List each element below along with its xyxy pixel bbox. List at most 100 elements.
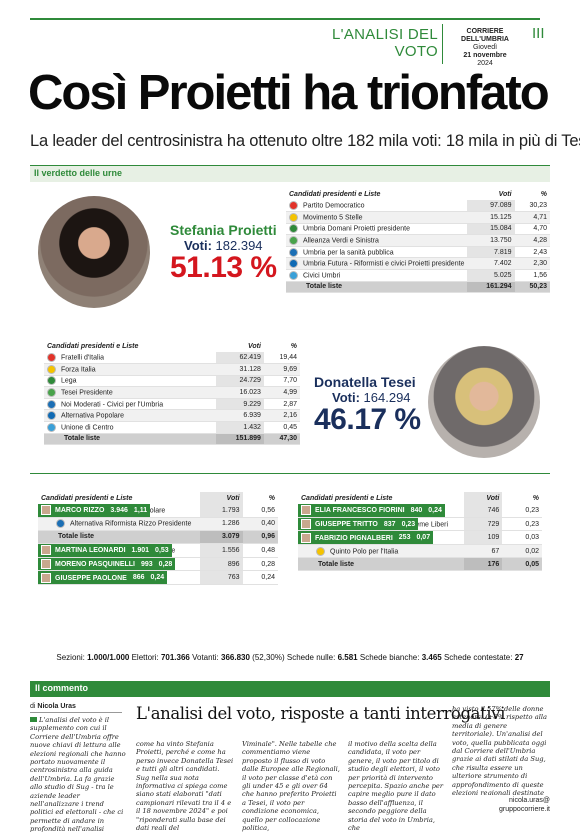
party-pct: 4,71	[514, 211, 550, 224]
verdetto-label: Il verdetto delle urne	[34, 168, 123, 178]
party-pct: 0,45	[263, 421, 300, 434]
row-votes: 896	[200, 557, 243, 572]
table-row: Forza Italia 31.128 9,69	[44, 363, 300, 376]
party-name: Umbria Domani Proietti presidente	[303, 225, 410, 233]
party-name: Civici Umbri	[303, 272, 341, 280]
candidate-photo-icon	[41, 559, 51, 570]
commento-column-1: L'analisi del voto è il supplemento con …	[30, 716, 126, 832]
band-top-rule	[30, 165, 550, 166]
civici-umbri-logo-icon	[289, 270, 298, 280]
total-name: Totale liste	[44, 433, 216, 446]
party-cell: Lega	[44, 375, 216, 388]
candidate-photo-icon	[41, 545, 51, 556]
name-cell: GIUSEPPE TRITTO	[298, 517, 381, 532]
proietti-votes-value: 182.394	[215, 238, 263, 253]
row-pct: 0,05	[502, 557, 542, 572]
stat-elettori: 701.366	[160, 653, 190, 662]
total-name: Totale liste	[286, 281, 468, 294]
party-name: Umbria per la sanità pubblica	[303, 249, 394, 257]
candidate-row: FABRIZIO PIGNALBERI 253 0,07	[298, 531, 434, 546]
party-name: Partito Democratico	[303, 202, 365, 210]
row-name: Totale liste	[318, 560, 355, 568]
candidate-row: GIUSEPPE TRITTO 837 0,23	[298, 517, 419, 532]
row-pct: 0,23	[502, 504, 542, 518]
page-number: III	[532, 25, 545, 42]
party-votes: 15.084	[467, 223, 515, 236]
party-votes: 6.939	[216, 409, 264, 423]
name-cell: ELIA FRANCESCO FIORINI	[298, 504, 408, 518]
candidate-row: MARCO RIZZO 3.946 1,11	[38, 504, 151, 518]
sanita-logo-icon	[289, 247, 298, 257]
row-pct: 0,03	[502, 531, 542, 546]
row-votes: 1.286	[200, 517, 243, 531]
total-pct: 47,30	[263, 433, 300, 446]
total-votes: 161.294	[467, 281, 515, 294]
row-name: MORENO PASQUINELLI	[55, 560, 135, 568]
author-email[interactable]: nicola.uras@ gruppocorriere.it	[452, 796, 550, 814]
row-votes: 3.946	[107, 504, 131, 518]
table-row: Civici Umbri 5.025 1,56	[286, 269, 550, 282]
stat-contestate-label: Schede contestate:	[443, 653, 513, 662]
row-pct: 0,53	[152, 544, 172, 558]
stat-contestate: 27	[514, 653, 524, 662]
candidate-row: ELIA FRANCESCO FIORINI 840 0,24	[298, 504, 445, 518]
author-email-user: nicola.uras@	[509, 797, 550, 804]
byline-rule	[30, 712, 122, 713]
party-pct: 2,87	[263, 398, 300, 411]
party-cell: Civici Umbri	[286, 269, 468, 282]
commento-column-5: ha visto il 57% delle donne astenersi (+…	[452, 705, 550, 795]
table-row: Noi Moderati - Civici per l'Umbria 9.229 2…	[44, 398, 300, 411]
party-pct: 1,56	[514, 269, 550, 282]
party-name: Lega	[61, 377, 77, 385]
alternativa-popolare-logo-icon	[47, 411, 56, 421]
row-name: GIUSEPPE TRITTO	[315, 520, 378, 528]
tesei-photo	[428, 346, 540, 458]
col-header-candidates: Candidati presidenti e Liste	[301, 494, 393, 502]
name-cell: FABRIZIO PIGNALBERI	[298, 531, 396, 546]
minor-right-table: Candidati presidenti e Liste Voti % ELIA…	[298, 492, 542, 572]
col-header-votes: Voti	[247, 342, 261, 350]
party-cell: Unione di Centro	[44, 421, 216, 434]
party-votes: 16.023	[216, 386, 264, 399]
stat-nulle: 6.581	[337, 653, 358, 662]
name-cell: Quinto Polo per l'Italia	[298, 544, 464, 559]
lega-logo-icon	[47, 376, 56, 386]
byline-prefix: di	[30, 703, 36, 710]
party-cell: Alternativa Popolare	[44, 409, 216, 423]
row-pct: 0,28	[242, 557, 278, 572]
party-votes: 15.125	[467, 211, 515, 224]
lead-marker	[30, 717, 37, 722]
list-row: Quinto Polo per l'Italia 67 0,02	[298, 544, 542, 559]
commento-headline: L'analisi del voto, risposte a tanti int…	[136, 704, 505, 723]
commento-column-3: Viminale". Nelle tabelle che commentiamo…	[242, 740, 340, 832]
row-name: MARCO RIZZO	[55, 507, 105, 515]
table-row: Umbria Domani Proietti presidente 15.084 4…	[286, 223, 550, 236]
avs-logo-icon	[289, 236, 298, 246]
proietti-votes: Voti: 182.394	[170, 238, 280, 253]
candidate-row: GIUSEPPE PAOLONE 866 0,24	[38, 571, 168, 586]
candidate-row: MARTINA LEONARDI 1.901 0,53	[38, 544, 172, 558]
tesei-presidente-logo-icon	[47, 388, 56, 398]
list-logo-icon	[56, 519, 65, 529]
row-votes: 1.901	[128, 544, 153, 558]
table-row: Unione di Centro 1.432 0,45	[44, 421, 300, 434]
row-votes: 176	[464, 557, 503, 572]
party-pct: 4,99	[263, 386, 300, 399]
table-row: Partito Democratico 97.089 30,23	[286, 200, 550, 213]
party-pct: 4,70	[514, 223, 550, 236]
col-header-votes: Voti	[498, 190, 512, 198]
row-name: Quinto Polo per l'Italia	[330, 548, 399, 555]
row-votes: 746	[464, 504, 503, 518]
commento-text-1: L'analisi del voto è il supplemento con …	[30, 716, 126, 832]
party-votes: 7.402	[467, 257, 515, 271]
party-cell: Fratelli d'Italia	[44, 352, 216, 365]
stat-elettori-label: Elettori:	[131, 653, 159, 662]
table-row: Fratelli d'Italia 62.419 19,44	[44, 352, 300, 365]
col-header-pct: %	[540, 190, 547, 198]
name-cell: Totale liste	[38, 530, 200, 545]
name-cell: MORENO PASQUINELLI	[38, 557, 138, 572]
commento-label: Il commento	[35, 683, 89, 693]
total-row: Totale liste 3.079 0,96	[38, 530, 278, 545]
name-cell: Alternativa Riformista Rizzo Presidente	[38, 517, 200, 531]
row-votes: 1.556	[200, 544, 243, 558]
